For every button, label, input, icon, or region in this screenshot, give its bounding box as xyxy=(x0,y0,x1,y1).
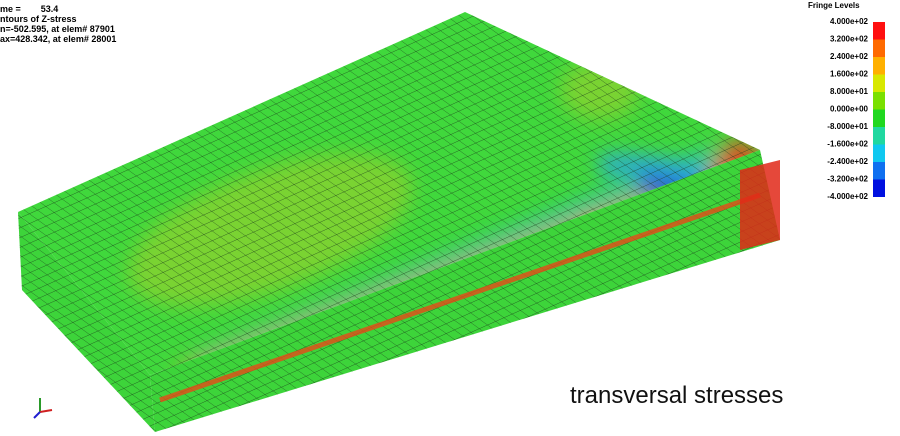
legend-level: 8.000e+01 xyxy=(830,87,869,96)
legend-level: -2.400e+02 xyxy=(827,157,868,166)
fringe-legend: Fringe Levels 4.000e+02 3.200e+02 2.400e+0… xyxy=(808,1,885,201)
header-line: n=-502.595, at elem# 87901 xyxy=(0,24,115,34)
legend-swatch xyxy=(873,179,885,197)
legend-level: 3.200e+02 xyxy=(830,35,869,44)
legend-swatch xyxy=(873,144,885,162)
legend-swatch xyxy=(873,22,885,40)
header-line: me = 53.4 xyxy=(0,4,59,14)
legend-swatch xyxy=(873,74,885,92)
legend-swatch xyxy=(873,39,885,57)
legend-level: -1.600e+02 xyxy=(827,140,868,149)
header-line: ntours of Z-stress xyxy=(0,14,77,24)
header-line: ax=428.342, at elem# 28001 xyxy=(0,34,117,44)
legend-level: 2.400e+02 xyxy=(830,52,869,61)
legend-swatch xyxy=(873,109,885,127)
legend-swatch xyxy=(873,162,885,180)
legend-swatch xyxy=(873,57,885,75)
legend-level: -8.000e+01 xyxy=(827,122,868,131)
axis-triad xyxy=(33,398,53,419)
caption: transversal stresses xyxy=(570,382,784,409)
legend-swatch xyxy=(873,92,885,110)
legend-level: 1.600e+02 xyxy=(830,70,869,79)
legend-swatch xyxy=(873,127,885,145)
legend-level: -3.200e+02 xyxy=(827,175,868,184)
legend-level: -4.000e+02 xyxy=(827,192,868,201)
legend-level: 0.000e+00 xyxy=(830,105,869,114)
legend-level: 4.000e+02 xyxy=(830,17,869,26)
legend-title: Fringe Levels xyxy=(808,1,860,10)
slab xyxy=(18,12,780,432)
header-info: me = 53.4 ntours of Z-stress n=-502.595, a… xyxy=(0,4,116,44)
